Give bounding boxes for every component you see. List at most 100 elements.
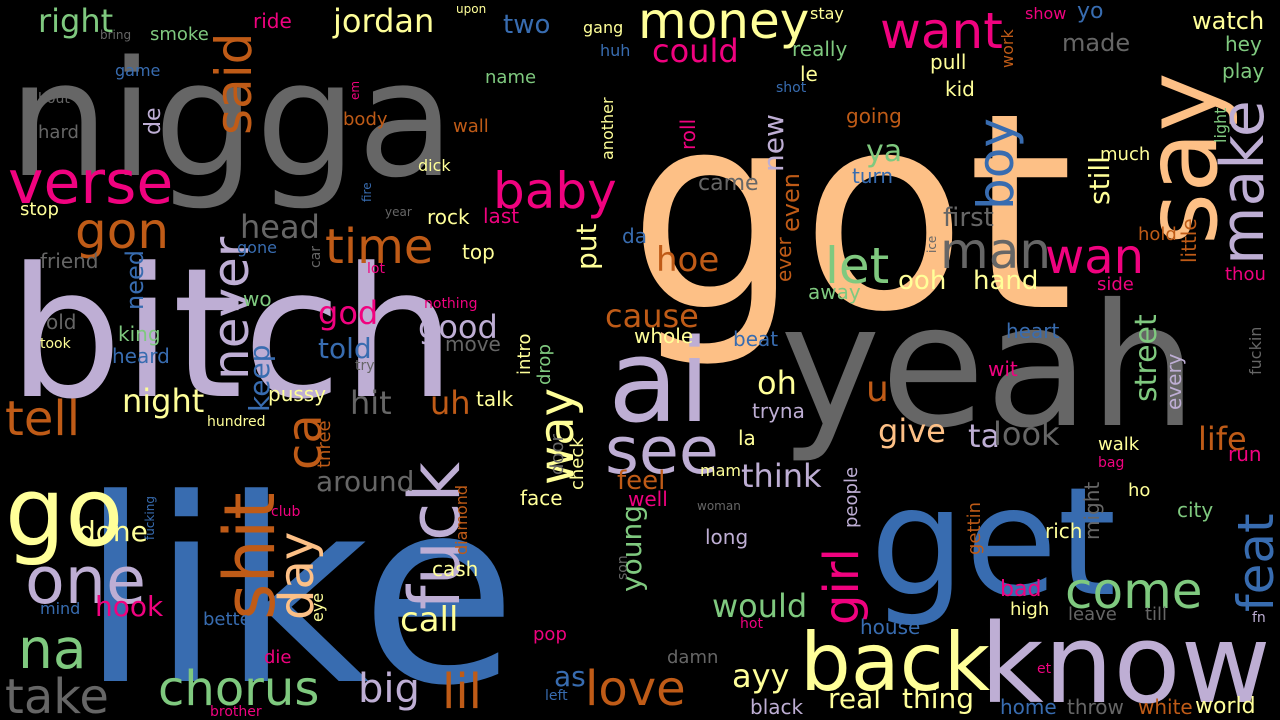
cloud-word: gettin [963,501,985,555]
cloud-word: done [78,515,148,549]
cloud-word: hit [350,384,392,423]
cloud-word: gon [75,202,170,260]
cloud-word: want [880,2,1003,60]
cloud-word: side [1097,273,1134,295]
cloud-word: yo [1077,0,1104,24]
cloud-word: nigga [8,26,456,214]
cloud-word: fucking [142,496,157,540]
cloud-word: light [1210,107,1230,143]
cloud-word: kid [945,77,975,102]
cloud-word: home [1000,695,1057,720]
cloud-word: upon [456,1,487,16]
cloud-word: tell [5,390,81,447]
cloud-word: took [40,336,71,353]
cloud-word: till [1145,603,1168,625]
cloud-word: another [597,97,617,160]
cloud-word: uh [430,384,471,423]
cloud-word: friend [40,249,99,274]
cloud-word: look [993,415,1060,454]
cloud-word: going [846,104,902,129]
cloud-word: king [118,322,161,347]
cloud-word: bout [38,91,70,108]
cloud-word: die [264,646,292,668]
cloud-word: et [1037,661,1052,678]
cloud-word: roll [676,118,701,150]
cloud-word: street [1128,314,1164,402]
cloud-word: run [1228,442,1262,467]
cloud-word: take [5,668,109,720]
cloud-word: get [870,456,1117,630]
cloud-word: around [316,465,415,499]
cloud-word: whole [634,324,694,349]
cloud-word: need [121,250,150,310]
cloud-word: better [203,608,259,630]
cloud-word: hundred [207,414,266,431]
cloud-word: first [943,202,994,233]
cloud-word: watch [1192,7,1265,36]
cloud-word: yeah [780,268,1198,467]
cloud-word: ya [866,133,903,169]
cloud-word: shot [776,80,807,97]
cloud-word: huh [600,40,631,60]
cloud-word: black [750,695,804,720]
cloud-word: feel [617,465,666,496]
cloud-word: city [1177,498,1214,523]
cloud-word: house [860,615,921,640]
cloud-word: club [271,504,301,521]
cloud-word: intro [513,333,535,375]
cloud-word: gone [237,237,277,257]
cloud-word: come [1065,562,1203,620]
cloud-word: beat [733,327,779,352]
cloud-word: even [777,173,806,232]
cloud-word: high [1010,598,1050,620]
cloud-word: turn [852,164,894,189]
cloud-word: check [566,437,588,490]
cloud-word: ice [924,235,939,253]
cloud-word: white [1138,695,1193,720]
cloud-word: dick [418,155,451,175]
cloud-word: cash [432,557,479,582]
cloud-word: ayy [732,657,790,696]
cloud-word: fire [359,182,374,202]
cloud-word: diamond [451,484,471,555]
cloud-word: bring [100,27,132,42]
cloud-word: time [325,218,434,275]
cloud-word: made [1062,29,1131,58]
cloud-word: thing [902,682,975,716]
cloud-word: rich [1045,519,1083,544]
cloud-word: let [825,237,890,295]
cloud-word: world [1195,693,1256,719]
cloud-word: real [828,682,882,716]
cloud-word: cause [605,297,699,336]
cloud-word: door [546,434,568,475]
cloud-word: nothing [424,296,478,313]
cloud-word: as [554,660,586,694]
cloud-word: pop [533,623,567,645]
cloud-word: feat [1227,513,1280,612]
cloud-word: hold [1138,223,1177,245]
cloud-word: work [997,29,1017,68]
cloud-word: see [605,414,719,490]
cloud-word: heard [112,344,170,369]
cloud-word: two [503,9,551,40]
cloud-word: ooh [898,265,947,296]
cloud-word: drop [533,344,555,385]
cloud-word: son [615,555,632,580]
cloud-word: walk [1098,433,1140,455]
cloud-word: move [445,332,501,357]
cloud-word: throw [1067,695,1124,720]
cloud-word: got [628,55,1074,372]
cloud-word: bitch [8,229,456,439]
cloud-word: oh [757,364,797,403]
cloud-word: could [652,32,739,71]
cloud-word: good [418,308,498,347]
cloud-word: away [808,280,861,305]
cloud-word: hoe [656,240,720,281]
cloud-word: brother [210,704,262,720]
cloud-word: da [622,224,647,249]
cloud-word: talk [476,387,514,412]
cloud-word: lil [442,663,483,720]
cloud-word: wit [988,357,1018,382]
cloud-word: rock [427,205,470,230]
